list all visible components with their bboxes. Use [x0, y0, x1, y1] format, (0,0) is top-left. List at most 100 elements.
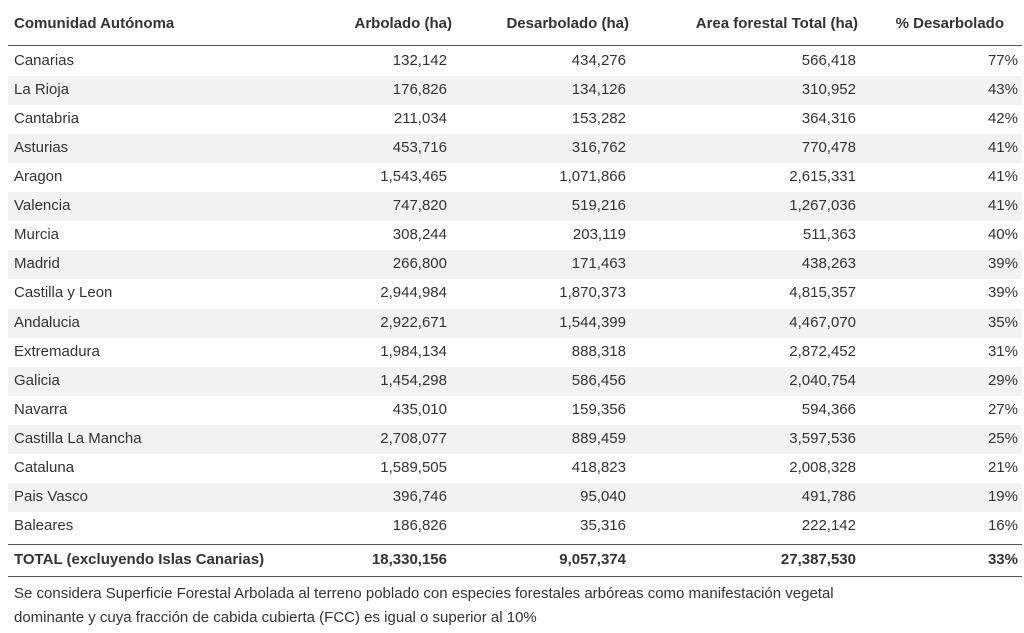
row-stripe	[8, 308, 1022, 338]
table-cell: 35,316	[580, 516, 626, 534]
table-cell: 42%	[987, 110, 1018, 128]
region-name: Galicia	[14, 371, 60, 389]
total-cell: 33%	[987, 551, 1018, 568]
table-cell: 134,126	[571, 81, 626, 99]
table-cell: 211,034	[393, 110, 447, 128]
table-cell: 364,316	[801, 110, 856, 128]
total-cell: 27,387,530	[780, 551, 856, 568]
footnote: Se considera Superficie Forestal Arbolad…	[14, 585, 834, 602]
table-cell: 2,040,754	[789, 371, 856, 389]
table-cell: 1,454,298	[380, 371, 447, 389]
total-rule-bottom	[8, 576, 1022, 577]
row-stripe	[8, 250, 1022, 280]
table-cell: 2,008,328	[789, 458, 856, 476]
table-cell: 35%	[987, 313, 1018, 331]
column-header: Area forestal Total (ha)	[695, 15, 858, 32]
table-cell: 438,263	[801, 255, 856, 273]
table-cell: 95,040	[580, 487, 626, 505]
table-cell: 132,142	[392, 52, 447, 69]
header-rule	[8, 45, 1022, 46]
table-cell: 2,872,452	[789, 342, 856, 360]
table-cell: 1,984,134	[380, 342, 447, 360]
region-name: Murcia	[14, 226, 60, 244]
table-cell: 222,142	[801, 516, 856, 534]
table-cell: 186,826	[392, 516, 447, 534]
region-name: Castilla La Mancha	[14, 429, 142, 447]
table-cell: 308,244	[392, 226, 447, 244]
table-cell: 40%	[987, 226, 1018, 244]
region-name: Navarra	[14, 400, 68, 418]
table-cell: 25%	[987, 429, 1018, 447]
table-cell: 43%	[987, 81, 1018, 99]
row-stripe	[8, 192, 1022, 222]
table-cell: 3,597,536	[789, 429, 856, 447]
table-cell: 396,746	[392, 487, 447, 505]
table-cell: 41%	[987, 197, 1018, 215]
table-cell: 310,952	[801, 81, 856, 99]
table-cell: 1,543,465	[380, 168, 447, 186]
region-name: Extremadura	[14, 342, 100, 360]
region-name: Madrid	[14, 255, 60, 273]
table-cell: 889,459	[571, 429, 626, 447]
table-cell: 1,870,373	[559, 284, 626, 302]
region-name: Andalucia	[14, 313, 80, 331]
table-cell: 77%	[987, 52, 1018, 69]
table-cell: 770,478	[801, 139, 856, 157]
table-cell: 586,456	[571, 371, 626, 389]
table-cell: 27%	[987, 400, 1018, 418]
table-cell: 1,267,036	[789, 197, 856, 215]
table-cell: 41%	[987, 168, 1018, 186]
table-cell: 4,467,070	[789, 313, 856, 331]
table-cell: 511,363	[802, 226, 856, 244]
region-name: Castilla y Leon	[14, 284, 113, 302]
table-cell: 176,826	[392, 81, 447, 99]
region-name: Asturias	[14, 139, 69, 157]
row-stripe	[8, 424, 1022, 454]
table-cell: 153,282	[571, 110, 626, 128]
column-header: % Desarbolado	[895, 15, 1004, 32]
region-name: Valencia	[14, 197, 71, 215]
table-cell: 2,708,077	[380, 429, 447, 447]
table-cell: 435,010	[392, 400, 447, 418]
region-name: La Rioja	[14, 81, 70, 99]
table-cell: 1,589,505	[380, 458, 447, 476]
region-name: Baleares	[14, 516, 74, 534]
table-cell: 888,318	[571, 342, 626, 360]
total-cell: TOTAL (excluyendo Islas Canarias)	[14, 551, 265, 568]
column-header: Desarbolado (ha)	[506, 15, 629, 32]
footnote: dominante y cuya fracción de cabida cubi…	[14, 609, 537, 626]
region-name: Cantabria	[14, 110, 80, 128]
table-cell: 31%	[987, 342, 1018, 360]
table-cell: 21%	[987, 458, 1018, 476]
table-cell: 39%	[987, 284, 1018, 302]
table-cell: 1,544,399	[559, 313, 626, 331]
row-stripe	[8, 134, 1022, 164]
total-cell: 18,330,156	[371, 551, 447, 568]
table-cell: 171,463	[571, 255, 626, 273]
column-header: Comunidad Autónoma	[14, 15, 175, 32]
total-rule-top	[8, 544, 1022, 545]
table-cell: 19%	[987, 487, 1018, 505]
table-cell: 566,418	[801, 52, 856, 69]
region-name: Cataluna	[14, 458, 75, 476]
table-cell: 4,815,357	[789, 284, 856, 302]
table-cell: 453,716	[392, 139, 447, 157]
table-cell: 2,615,331	[789, 168, 856, 186]
table-cell: 434,276	[571, 52, 626, 69]
row-stripe	[8, 482, 1022, 512]
table-cell: 159,356	[571, 400, 626, 418]
table-cell: 39%	[987, 255, 1018, 273]
table-cell: 29%	[987, 371, 1018, 389]
table-cell: 266,800	[392, 255, 447, 273]
row-stripe	[8, 76, 1022, 106]
region-name: Aragon	[14, 168, 63, 186]
table-cell: 16%	[987, 516, 1018, 534]
region-name: Canarias	[14, 52, 75, 69]
table-cell: 2,922,671	[380, 313, 447, 331]
table-cell: 747,820	[392, 197, 447, 215]
row-stripe	[8, 366, 1022, 396]
table-cell: 1,071,866	[559, 168, 626, 186]
region-name: Pais Vasco	[14, 487, 88, 505]
total-cell: 9,057,374	[559, 551, 626, 568]
